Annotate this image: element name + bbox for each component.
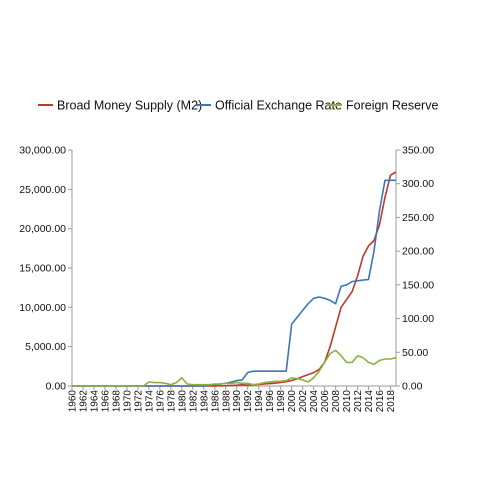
right-y-tick-label: 350.00 bbox=[402, 145, 434, 157]
legend-item-foreign-reserve: Foreign Reserve bbox=[327, 99, 438, 113]
right-y-tick-label: 100.00 bbox=[402, 313, 434, 325]
left-y-tick-label: 10,000.00 bbox=[19, 302, 66, 314]
left-y-tick-label: 20,000.00 bbox=[19, 223, 66, 235]
x-tick-label: 1974 bbox=[144, 390, 155, 413]
x-tick-label: 2008 bbox=[331, 390, 342, 413]
left-y-tick-label: 15,000.00 bbox=[19, 263, 66, 275]
left-y-tick-label: 5,000.00 bbox=[25, 341, 66, 353]
right-y-tick-label: 200.00 bbox=[402, 246, 434, 258]
left-y-tick-label: 25,000.00 bbox=[19, 184, 66, 196]
legend-item-exchange-rate: Official Exchange Rate bbox=[196, 99, 342, 113]
series-line-exchange-rate bbox=[72, 179, 396, 387]
x-tick-label: 2018 bbox=[386, 390, 397, 413]
x-tick-label: 1994 bbox=[254, 390, 265, 413]
axes: 0.00 5,000.00 10,000.00 15,000.00 20,000.00 2… bbox=[19, 145, 434, 413]
right-y-tick-label: 150.00 bbox=[402, 279, 434, 291]
right-y-tick-label: 300.00 bbox=[402, 178, 434, 190]
legend: Broad Money Supply (M2) Official Exchang… bbox=[38, 99, 438, 113]
x-tick-label: 2004 bbox=[309, 390, 320, 413]
x-tick-label: 1996 bbox=[265, 390, 276, 413]
x-tick-label: 1960 bbox=[68, 390, 79, 413]
x-tick-label: 1980 bbox=[177, 390, 188, 413]
legend-item-m2: Broad Money Supply (M2) bbox=[38, 99, 202, 113]
x-tick-label: 1964 bbox=[89, 390, 100, 413]
series-line-foreign-reserve bbox=[72, 349, 397, 387]
x-tick-label: 2012 bbox=[353, 390, 364, 413]
x-tick-label: 2006 bbox=[320, 390, 331, 413]
left-y-tick-label: 0.00 bbox=[46, 381, 67, 393]
legend-label-m2: Broad Money Supply (M2) bbox=[57, 99, 202, 113]
x-tick-label: 1986 bbox=[210, 390, 221, 413]
x-tick-label: 2000 bbox=[287, 390, 298, 413]
x-tick-label: 1988 bbox=[221, 390, 232, 413]
right-y-tick-label: 250.00 bbox=[402, 212, 434, 224]
right-y-tick-label: 0.00 bbox=[402, 381, 423, 393]
left-y-tick-label: 30,000.00 bbox=[19, 145, 66, 157]
x-tick-label: 1972 bbox=[133, 390, 144, 413]
legend-label-exchange-rate: Official Exchange Rate bbox=[215, 99, 342, 113]
x-tick-label: 1990 bbox=[232, 390, 243, 413]
legend-label-foreign-reserve: Foreign Reserve bbox=[346, 99, 438, 113]
x-tick-label: 1982 bbox=[188, 390, 199, 413]
x-tick-label: 1992 bbox=[243, 390, 254, 413]
x-tick-label: 1976 bbox=[155, 390, 166, 413]
x-tick-label: 1984 bbox=[199, 390, 210, 413]
series-line-m2 bbox=[72, 171, 397, 387]
x-tick-label: 1970 bbox=[122, 390, 133, 413]
x-tick-label: 1966 bbox=[100, 390, 111, 413]
x-tick-label: 1978 bbox=[166, 390, 177, 413]
x-tick-label: 2010 bbox=[342, 390, 353, 413]
right-y-tick-label: 50.00 bbox=[402, 347, 428, 359]
plot-area bbox=[72, 171, 397, 387]
x-tick-label: 2002 bbox=[298, 390, 309, 413]
x-tick-label: 2014 bbox=[364, 390, 375, 413]
x-tick-label: 1962 bbox=[78, 390, 89, 413]
x-tick-label: 1998 bbox=[276, 390, 287, 413]
x-tick-label: 1968 bbox=[111, 390, 122, 413]
x-tick-label: 2016 bbox=[375, 390, 386, 413]
